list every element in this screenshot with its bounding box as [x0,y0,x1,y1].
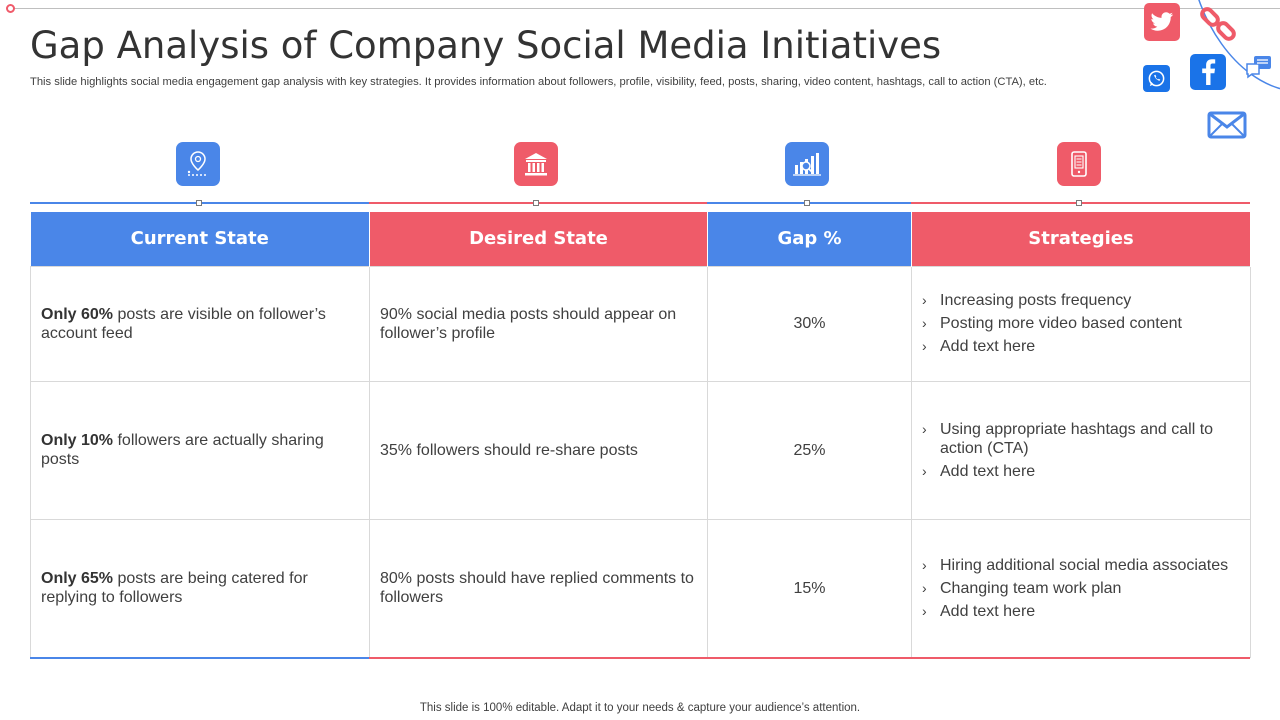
strategy-item: › Add text here [922,602,1036,620]
link-icon [1196,2,1240,46]
strategy-item: › Posting more video based content [922,315,1182,332]
connector-node [804,200,810,206]
current-state-highlight: Only 65% [41,570,114,587]
header-current-state: Current State [30,212,370,266]
strategy-item: › Add text here [922,462,1036,480]
header-desired-state: Desired State [369,212,708,266]
table-row: Only 60% posts are visible on follower’s… [30,265,1251,382]
chevron-right-icon: › [922,602,927,619]
bar-chart-icon [785,142,829,186]
bottom-rule-red [369,657,1250,659]
chevron-right-icon: › [922,462,927,479]
chevron-right-icon: › [922,315,927,331]
current-state-highlight: Only 60% [41,305,114,323]
top-rule [10,8,1280,9]
table-row: Only 10% followers are actually sharing … [30,380,1251,520]
current-state-highlight: Only 10% [41,432,114,449]
strategy-item: › Changing team work plan [922,579,1122,597]
mail-icon [1206,110,1248,140]
page-title: Gap Analysis of Company Social Media Ini… [30,24,942,67]
chevron-right-icon: › [922,556,927,573]
strategies-list: › Using appropriate hashtags and call to … [922,420,1240,481]
chat-icon [1244,52,1274,82]
facebook-icon [1190,54,1226,90]
chevron-right-icon: › [922,292,927,308]
desired-state-cell: 90% social media posts should appear on … [369,265,708,382]
strategy-item: › Add text here [922,338,1036,355]
connector-node [1076,200,1082,206]
decorative-arc [1198,0,1280,90]
connector-node [533,200,539,206]
phone-document-icon [1057,142,1101,186]
strategies-list: › Increasing posts frequency › Posting mor… [922,291,1240,356]
table-header-row: Current State Desired State Gap % Strate… [30,212,1251,266]
header-strategies: Strategies [911,212,1251,266]
desired-state-cell: 80% posts should have replied comments t… [369,518,708,658]
footer-note: This slide is 100% editable. Adapt it to… [419,702,861,714]
strategies-cell: › Increasing posts frequency › Posting mor… [911,265,1251,382]
top-dot [6,4,15,13]
current-state-text: posts are being catered for replying to … [41,570,308,606]
strategy-item: › Hiring additional social media associat… [922,556,1229,574]
current-state-cell: Only 65% posts are being catered for rep… [30,518,370,658]
strategy-item: › Using appropriate hashtags and call to … [922,420,1214,457]
table-row: Only 65% posts are being catered for rep… [30,518,1251,658]
strategies-cell: › Using appropriate hashtags and call to … [911,380,1251,520]
strategies-list: › Hiring additional social media associat… [922,556,1240,621]
strategies-cell: › Hiring additional social media associat… [911,518,1251,658]
desired-state-cell: 35% followers should re-share posts [369,380,708,520]
strategy-item: › Increasing posts frequency [922,292,1132,309]
gap-percent-cell: 30% [707,265,912,382]
gap-percent-cell: 15% [707,518,912,658]
current-state-cell: Only 60% posts are visible on follower’s… [30,265,370,382]
current-state-text: posts are visible on follower’s account … [41,305,326,342]
bottom-rule-blue [30,657,369,659]
connector-node [196,200,202,206]
twitter-icon [1144,3,1180,41]
chevron-right-icon: › [922,579,927,596]
current-state-text: followers are actually sharing posts [41,432,324,468]
gap-percent-cell: 25% [707,380,912,520]
current-state-cell: Only 10% followers are actually sharing … [30,380,370,520]
header-gap-percent: Gap % [707,212,912,266]
chevron-right-icon: › [922,420,927,437]
whatsapp-icon [1143,65,1170,92]
map-pin-icon [176,142,220,186]
chevron-right-icon: › [922,338,927,354]
gap-analysis-table: Current State Desired State Gap % Strate… [30,212,1251,658]
bank-building-icon [514,142,558,186]
page-subtitle: This slide highlights social media engag… [30,76,1047,88]
